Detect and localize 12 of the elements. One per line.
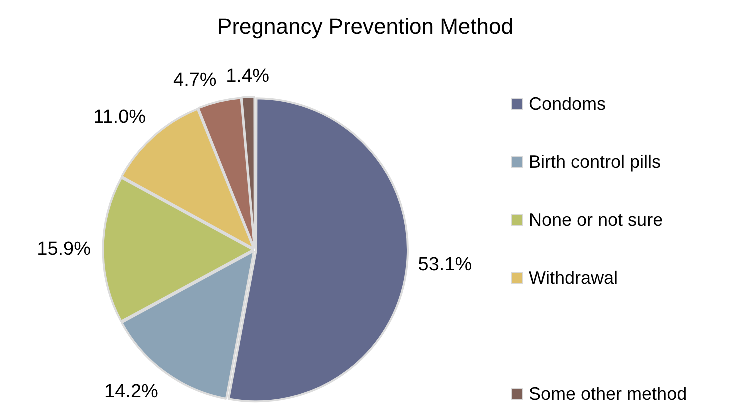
- data-label: 14.2%: [104, 381, 159, 402]
- legend-label: Birth control pills: [529, 152, 662, 172]
- data-label: 15.9%: [37, 238, 92, 260]
- legend-label: Some other method: [529, 384, 688, 404]
- chart-title: Pregnancy Prevention Method: [216, 13, 514, 41]
- data-label: 53.1%: [418, 254, 472, 276]
- data-label: 4.7%: [174, 70, 217, 92]
- data-label: 11.0%: [94, 107, 146, 128]
- legend-label: Condoms: [529, 94, 606, 114]
- legend-label: None or not sure: [529, 210, 664, 230]
- data-label: 1.4%: [226, 66, 270, 87]
- legend-label: Withdrawal: [529, 268, 618, 288]
